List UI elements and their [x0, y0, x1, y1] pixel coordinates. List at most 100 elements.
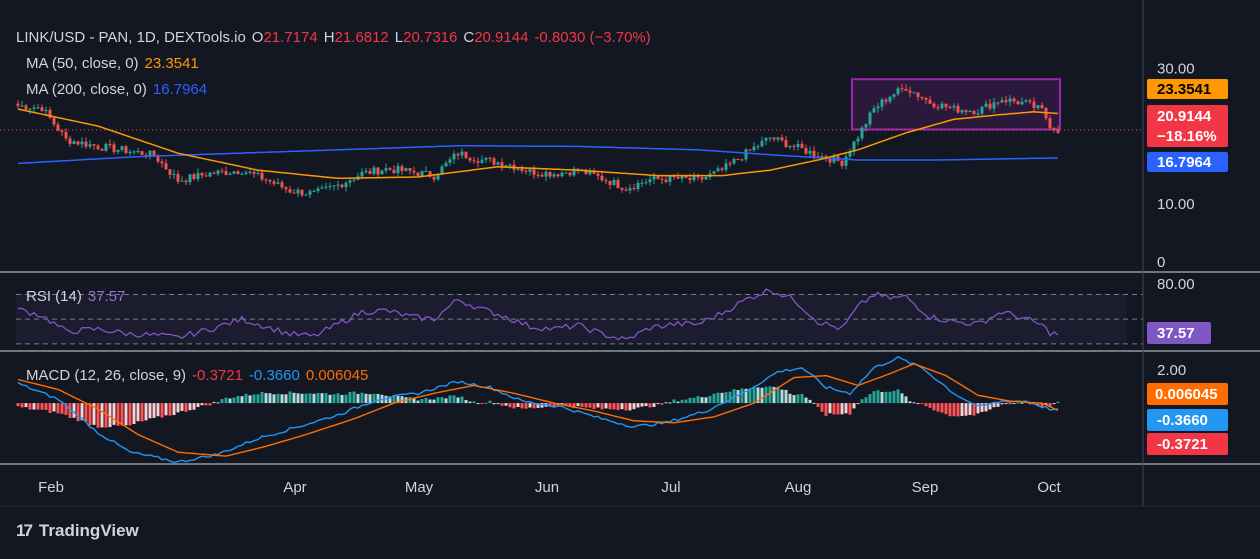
macd-hist-bar	[896, 389, 900, 404]
macd-hist-bar	[984, 403, 988, 412]
candle-body	[196, 172, 200, 180]
macd-hist-bar	[340, 394, 344, 404]
macd-legend[interactable]: MACD (12, 26, close, 9) -0.3721 -0.3660 0.0…	[26, 367, 374, 384]
candle-body	[284, 187, 288, 190]
macd-hist-bar	[768, 386, 772, 404]
candle-body	[940, 103, 944, 109]
candle-body	[348, 180, 352, 183]
rsi-legend[interactable]: RSI (14) 37.57	[26, 288, 131, 305]
macd-hist-bar	[904, 396, 908, 404]
candle-body	[416, 172, 420, 176]
low-label: L	[394, 29, 404, 46]
macd-hist-bar	[216, 402, 220, 404]
macd-hist-bar	[128, 403, 132, 426]
macd-hist-bar	[832, 403, 836, 415]
candle-body	[328, 186, 332, 188]
macd-hist-bar	[760, 387, 764, 404]
macd-hist-bar	[1012, 403, 1016, 405]
macd-hist-bar	[712, 393, 716, 404]
macd-hist-bar	[1044, 403, 1048, 405]
macd-hist-bar	[812, 402, 816, 404]
candle-body	[604, 180, 608, 182]
ma200-legend[interactable]: MA (200, close, 0) 16.7964	[26, 81, 213, 98]
time-tick-label: Jul	[661, 479, 680, 496]
macd-hist-bar	[132, 403, 136, 424]
macd-hist-bar	[720, 392, 724, 404]
candle-body	[528, 169, 532, 172]
macd-value-line: -0.3721	[192, 367, 243, 384]
candle-body	[532, 169, 536, 175]
macd-hist-bar	[504, 403, 508, 406]
macd-hist-bar	[692, 397, 696, 404]
candle-body	[400, 166, 404, 171]
macd-hist-bar	[524, 403, 528, 409]
macd-hist-bar	[700, 397, 704, 404]
macd-hist-bar	[72, 403, 76, 418]
candle-body	[352, 179, 356, 181]
macd-hist-bar	[16, 403, 20, 407]
candle-body	[908, 90, 912, 93]
candle-body	[936, 107, 940, 109]
macd-hist-bar	[600, 403, 604, 410]
candle-body	[544, 171, 548, 177]
candle-body	[128, 151, 132, 154]
macd-hist-bar	[872, 391, 876, 404]
macd-hist-bar	[472, 401, 476, 404]
badge-rsi-text: 37.57	[1157, 325, 1195, 342]
macd-hist-bar	[348, 392, 352, 404]
macd-hist-bar	[636, 403, 640, 408]
candle-body	[432, 176, 436, 180]
macd-hist-bar	[940, 403, 944, 413]
macd-label: MACD (12, 26, close, 9)	[26, 367, 187, 384]
candle-body	[840, 160, 844, 166]
macd-hist-bar	[748, 388, 752, 404]
ma50-legend[interactable]: MA (50, close, 0) 23.3541	[26, 55, 205, 72]
rsi-band	[16, 294, 1127, 344]
candle-body	[388, 168, 392, 170]
candle-body	[72, 141, 76, 144]
candle-body	[464, 151, 468, 159]
macd-hist-bar	[432, 399, 436, 404]
macd-hist-bar	[648, 403, 652, 408]
macd-hist-bar	[776, 386, 780, 404]
macd-hist-bar	[664, 402, 668, 404]
candle-body	[848, 151, 852, 157]
macd-hist-bar	[84, 403, 88, 422]
candle-body	[776, 137, 780, 140]
tradingview-logo[interactable]: 17 TradingView	[16, 521, 139, 541]
macd-hist-bar	[964, 403, 968, 416]
macd-hist-bar	[52, 403, 56, 412]
macd-hist-bar	[616, 403, 620, 411]
candle-body	[628, 188, 632, 191]
candle-body	[636, 182, 640, 189]
macd-hist-bar	[564, 403, 568, 407]
candle-body	[680, 175, 684, 179]
candle-body	[312, 191, 316, 193]
candle-body	[592, 170, 596, 174]
candle-body	[256, 172, 260, 174]
macd-hist-bar	[788, 393, 792, 404]
price-pane[interactable]	[0, 78, 1143, 199]
macd-tick-label: 2.00	[1157, 362, 1186, 379]
macd-hist-bar	[372, 393, 376, 404]
candle-body	[480, 159, 484, 163]
candle-body	[792, 146, 796, 148]
candle-body	[788, 146, 792, 148]
candle-body	[496, 162, 500, 165]
macd-hist-bar	[836, 403, 840, 415]
macd-hist-bar	[36, 403, 40, 410]
macd-hist-bar	[628, 403, 632, 411]
candle-body	[748, 149, 752, 151]
rsi-pane[interactable]	[16, 288, 1143, 345]
candle-body	[148, 150, 152, 157]
macd-hist-bar	[164, 403, 168, 416]
candle-body	[208, 172, 212, 177]
macd-hist-bar	[796, 394, 800, 404]
macd-hist-bar	[604, 403, 608, 409]
badge-macd-hist: 0.006045	[1147, 383, 1228, 405]
macd-pane[interactable]	[16, 355, 1060, 464]
time-tick-label: Jun	[535, 479, 559, 496]
candle-body	[100, 149, 104, 151]
candle-body	[784, 140, 788, 148]
